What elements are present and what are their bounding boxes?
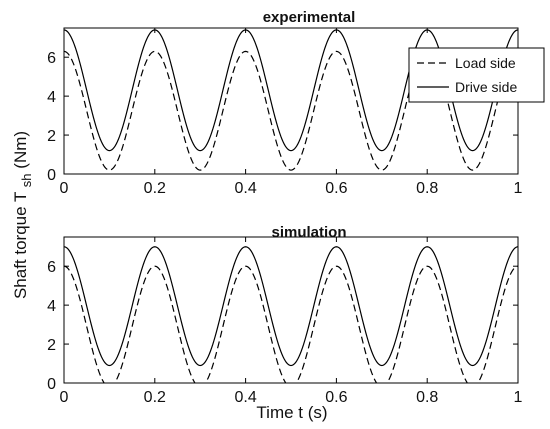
y-tick-label: 6 [47, 259, 56, 276]
x-tick-label: 1 [514, 180, 523, 197]
x-tick-label: 0.8 [416, 389, 438, 406]
x-axis-label: Time t (s) [256, 403, 327, 422]
x-tick-label: 0 [60, 180, 69, 197]
x-tick-label: 0.8 [416, 180, 438, 197]
x-tick-label: 1 [514, 389, 523, 406]
panel-title: simulation [271, 224, 346, 241]
x-tick-label: 0.6 [325, 389, 347, 406]
legend: Load side Drive side [408, 47, 545, 103]
drive-side-line-1 [64, 246, 518, 367]
x-tick-label: 0.6 [325, 180, 347, 197]
simulation-panel: 0 0.2 0.4 0.6 0.8 1 0 2 4 6 simulation [47, 224, 522, 406]
y-axis-label-main: Shaft torque T [11, 192, 30, 299]
y-tick-label: 2 [47, 128, 56, 145]
axes-frame-1 [63, 236, 519, 384]
legend-label: Load side [455, 55, 516, 71]
y-tick-label: 2 [47, 337, 56, 354]
x-tick-label: 0.4 [234, 180, 256, 197]
y-tick-label: 0 [47, 376, 56, 393]
load-side-line-1 [64, 265, 518, 383]
y-axis-label-subscript: sh [19, 173, 34, 187]
x-tick-label: 0.4 [234, 389, 256, 406]
experimental-panel: 0 0.2 0.4 0.6 0.8 1 0 2 4 6 experimental Load side D… [47, 9, 545, 197]
x-tick-label: 0 [60, 389, 69, 406]
x-tick-label: 0.2 [144, 389, 166, 406]
y-axis-label: Shaft torque T sh (Nm) [11, 131, 35, 299]
y-tick-label: 6 [47, 50, 56, 67]
legend-box [408, 47, 545, 103]
x-tick-label: 0.2 [144, 180, 166, 197]
y-tick-label: 4 [47, 89, 56, 106]
panel-title: experimental [263, 9, 356, 26]
legend-label: Drive side [455, 79, 517, 95]
load-side-line-0 [64, 50, 518, 171]
y-tick-label: 4 [47, 298, 56, 315]
y-axis-label-unit: (Nm) [11, 131, 30, 169]
y-tick-label: 0 [47, 167, 56, 184]
